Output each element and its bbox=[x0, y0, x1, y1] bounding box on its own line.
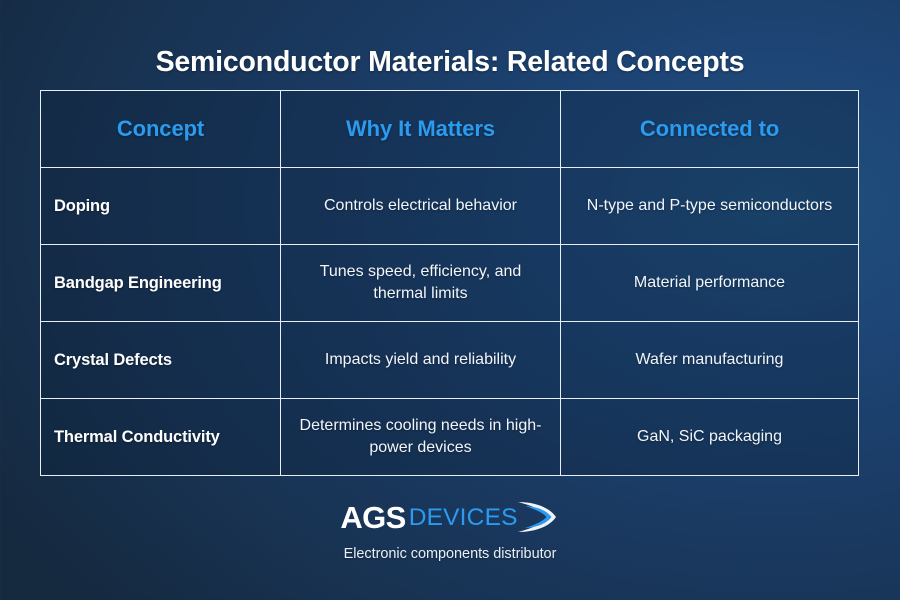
table-row: Doping Controls electrical behavior N-ty… bbox=[40, 167, 859, 245]
cell-concept: Doping bbox=[40, 167, 281, 245]
logo-wordmark-ags: AGS bbox=[340, 499, 406, 535]
table-body: Doping Controls electrical behavior N-ty… bbox=[40, 167, 859, 476]
cell-connected-to: N-type and P-type semiconductors bbox=[560, 167, 859, 245]
page-title: Semiconductor Materials: Related Concept… bbox=[155, 46, 745, 79]
cell-why-it-matters: Controls electrical behavior bbox=[280, 167, 561, 245]
ags-devices-logo: AGS DEVICES bbox=[340, 498, 559, 536]
table-header: Concept Why It Matters Connected to bbox=[40, 90, 859, 168]
table-header-row: Concept Why It Matters Connected to bbox=[40, 90, 859, 168]
footer-branding: AGS DEVICES Electronic components distri… bbox=[0, 498, 900, 563]
cell-why-it-matters: Impacts yield and reliability bbox=[280, 321, 561, 399]
logo-wordmark-devices: DEVICES bbox=[408, 503, 518, 531]
column-header-concept: Concept bbox=[40, 90, 281, 168]
swoosh-arrow-icon bbox=[517, 502, 556, 532]
cell-concept: Crystal Defects bbox=[40, 321, 281, 399]
cell-concept: Thermal Conductivity bbox=[40, 398, 281, 476]
cell-why-it-matters: Determines cooling needs in high-power d… bbox=[280, 398, 561, 476]
cell-connected-to: Material performance bbox=[560, 244, 859, 322]
cell-why-it-matters: Tunes speed, efficiency, and thermal lim… bbox=[280, 244, 561, 322]
cell-connected-to: GaN, SiC packaging bbox=[560, 398, 859, 476]
table-row: Crystal Defects Impacts yield and reliab… bbox=[40, 321, 859, 399]
footer-tagline: Electronic components distributor bbox=[343, 546, 557, 562]
cell-connected-to: Wafer manufacturing bbox=[560, 321, 859, 399]
column-header-why-it-matters: Why It Matters bbox=[280, 90, 561, 168]
table-row: Bandgap Engineering Tunes speed, efficie… bbox=[40, 244, 859, 322]
concepts-table: Concept Why It Matters Connected to Dopi… bbox=[40, 90, 859, 476]
table-row: Thermal Conductivity Determines cooling … bbox=[40, 398, 859, 476]
cell-concept: Bandgap Engineering bbox=[40, 244, 281, 322]
column-header-connected-to: Connected to bbox=[560, 90, 859, 168]
